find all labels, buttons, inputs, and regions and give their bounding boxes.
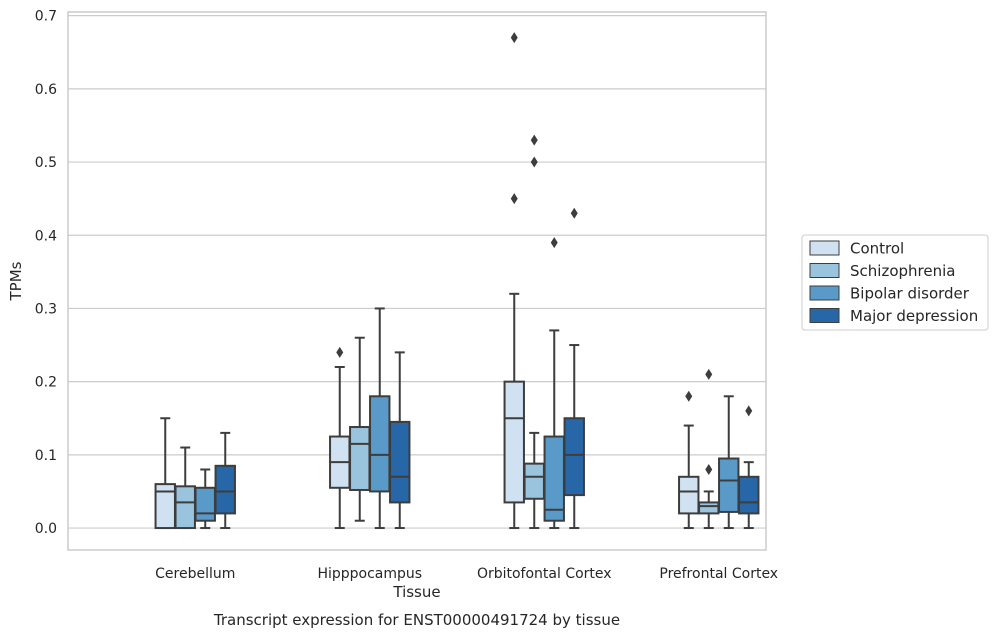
box-iqr [563,417,585,497]
box-1-2 [369,307,391,530]
y-tick-label: 0.5 [35,155,57,171]
y-tick-label: 0.1 [35,448,57,464]
grid-lines [68,15,766,529]
box-iqr [214,464,236,515]
box-2-1 [523,431,545,530]
box-3-0 [678,424,700,530]
chart-title: Transcript expression for ENST0000049172… [213,611,620,629]
box-2-0 [503,292,525,530]
box-1-1 [349,336,371,522]
x-axis-label: Tissue [392,583,440,601]
box-iqr [718,457,740,513]
outlier-point [685,390,693,402]
box-3-3 [738,461,760,530]
box-iqr [523,462,545,500]
box-3-1 [698,490,720,530]
outlier-point [530,156,538,168]
outlier-point [705,368,713,380]
x-tick-labels: Cerebellum Hipppocampus Orbitofontal Corte… [155,566,778,582]
box-1-3 [389,351,411,530]
y-tick-label: 0.2 [35,375,57,391]
legend-swatch [809,285,840,301]
y-axis-label: TPMs [7,261,25,301]
box-iqr [369,395,391,493]
legend-swatch [809,263,840,278]
outlier-point [530,134,538,146]
box-1-0 [329,366,351,530]
box-0-2 [194,468,216,530]
y-tick-labels: 0.0 0.1 0.2 0.3 0.4 0.5 0.6 0.7 [35,9,57,537]
legend-label: Bipolar disorder [850,285,970,303]
y-tick-label: 0.4 [35,228,57,244]
box-0-1 [174,446,196,530]
box-iqr [678,475,700,515]
plot-area-frame [67,11,767,551]
outlier-point [510,193,518,205]
legend-item: Bipolar disorder [809,285,970,303]
y-tick-label: 0.3 [35,301,57,317]
box-iqr [389,420,411,504]
box-iqr [698,501,720,515]
box-0-3 [214,431,236,530]
legend-item: Control [809,240,904,258]
legend-swatch [809,308,840,323]
legend-swatch [809,240,840,256]
box-0-0 [154,417,176,530]
x-tick-label: Prefrontal Cortex [659,566,778,582]
box-iqr [174,485,196,530]
y-tick-label: 0.0 [35,521,57,537]
legend: Control Schizophrenia Bipolar disorder Majo… [801,234,989,331]
legend-label: Schizophrenia [850,262,955,280]
legend-label: Control [850,240,904,258]
outlier-point [745,405,753,417]
box-iqr [349,426,371,491]
legend-item: Schizophrenia [809,262,955,280]
box-2-2 [543,329,565,530]
x-tick-label: Orbitofontal Cortex [477,566,612,582]
box-3-2 [718,395,740,530]
box-iqr [738,475,760,515]
legend-item: Major depression [809,307,978,325]
outlier-point [570,207,578,219]
outlier-point [336,346,344,358]
y-tick-label: 0.7 [35,9,57,25]
box-iqr [503,380,525,504]
box-iqr [543,435,565,522]
x-tick-label: Hipppocampus [317,566,422,582]
boxes [154,292,760,530]
outliers [336,32,753,475]
outlier-point [550,237,558,249]
box-iqr [194,486,216,522]
x-tick-label: Cerebellum [155,566,235,582]
legend-frame [801,234,989,331]
outlier-point [705,463,713,475]
y-tick-label: 0.6 [35,82,57,98]
box-2-3 [563,344,585,530]
outlier-point [510,32,518,44]
legend-label: Major depression [850,307,978,325]
